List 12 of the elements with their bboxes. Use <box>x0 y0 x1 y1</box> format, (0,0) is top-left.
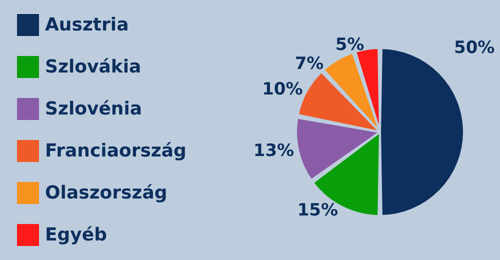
data-label: 13% <box>253 141 294 162</box>
legend-label: Szlovénia <box>45 98 142 120</box>
data-label: 5% <box>335 35 364 56</box>
legend-label: Szlovákia <box>45 56 142 78</box>
legend-label: Egyéb <box>45 224 108 246</box>
legend-label: Olaszország <box>45 182 168 204</box>
data-label: 10% <box>262 80 303 100</box>
data-label: 50% <box>454 38 495 58</box>
data-label: 15% <box>297 200 338 220</box>
legend-label: Franciaország <box>45 140 186 162</box>
data-label: 7% <box>294 54 324 74</box>
legend-label: Ausztria <box>45 14 129 36</box>
